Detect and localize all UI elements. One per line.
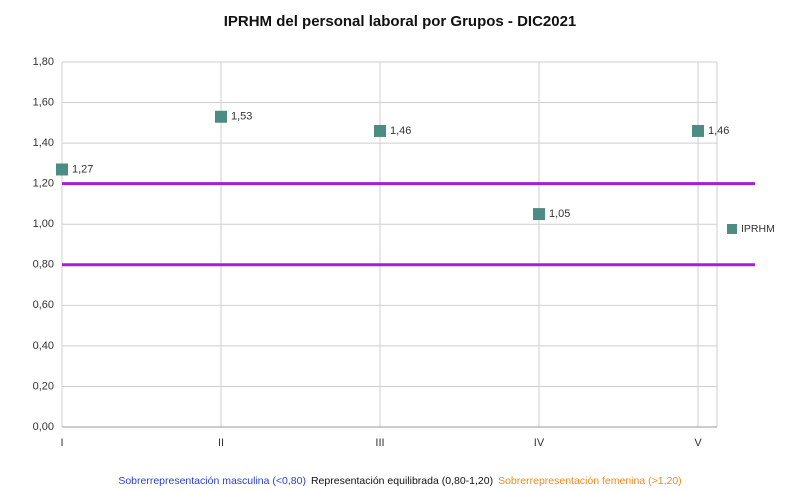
y-tick-label: 1,80 (33, 56, 54, 68)
annotation: Sobrerrepresentación masculina (<0,80) (118, 475, 306, 487)
y-tick-label: 0,00 (33, 421, 54, 433)
y-tick-label: 0,60 (33, 299, 54, 311)
data-label: 1,46 (390, 125, 411, 137)
data-label: 1,27 (72, 163, 93, 175)
marker (692, 124, 704, 137)
y-tick-label: 1,40 (33, 137, 54, 149)
annotations: Sobrerrepresentación masculina (<0,80) Re… (118, 475, 681, 487)
x-tick-label: I (60, 437, 63, 449)
marker (533, 208, 545, 221)
y-tick-label: 1,00 (33, 218, 54, 230)
y-tick-label: 0,80 (33, 259, 54, 271)
y-tick-label: 0,20 (33, 380, 54, 392)
y-tick-label: 0,40 (33, 340, 54, 352)
marker (374, 124, 386, 137)
data-label: 1,53 (231, 111, 252, 123)
annotation: Representación equilibrada (0,80-1,20) (311, 475, 493, 487)
x-tick-label: III (375, 437, 384, 449)
marker (56, 163, 68, 176)
chart-title: IPRHM del personal laboral por Grupos - … (224, 13, 577, 30)
x-tick-label: V (694, 437, 702, 449)
y-tick-label: 1,60 (33, 96, 54, 108)
x-tick-label: IV (534, 437, 545, 449)
data-label: 1,46 (708, 125, 729, 137)
marker (215, 110, 227, 123)
x-tick-label: II (218, 437, 224, 449)
legend-marker (727, 224, 737, 234)
data-label: 1,05 (549, 208, 570, 220)
y-tick-label: 1,20 (33, 178, 54, 190)
legend-label: IPRHM (741, 223, 775, 235)
annotation: Sobrerrepresentación femenina (>1,20) (498, 475, 682, 487)
